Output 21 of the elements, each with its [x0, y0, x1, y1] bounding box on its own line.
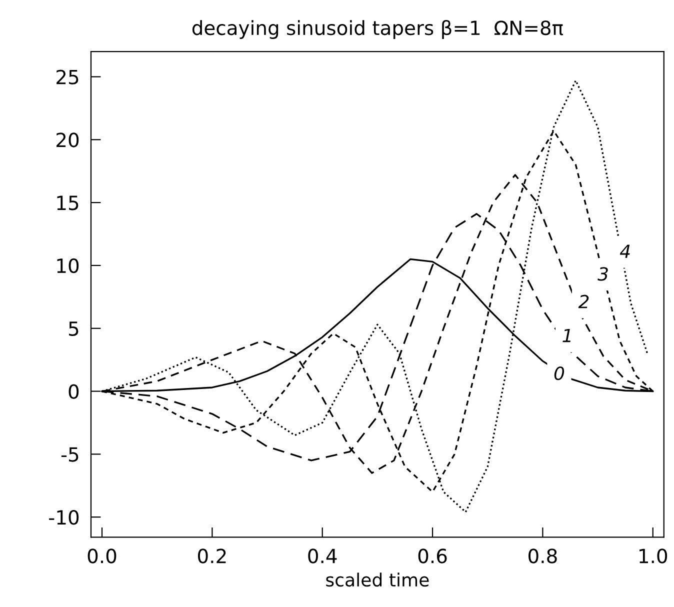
y-tick-label: 15: [57, 196, 78, 210]
annotation: 3: [598, 267, 608, 281]
x-tick-label: 0.4: [308, 548, 337, 564]
annotation: 4: [620, 244, 630, 258]
y-tick-label: 25: [56, 70, 78, 84]
y-tick-label: -5: [61, 447, 78, 462]
x-tick-label: 0.6: [418, 548, 447, 564]
x-tick-label: 1.0: [640, 548, 668, 564]
y-tick-label: 20: [56, 132, 79, 148]
x-tick-label: 0.8: [528, 548, 557, 564]
y-tick-label: 10: [57, 258, 79, 274]
chart-title: decaying sinusoid tapers β=1 ΩN=8π: [192, 20, 563, 39]
x-tick-label: 0.0: [88, 548, 116, 564]
annotation: 0: [554, 366, 564, 380]
y-tick-label: 0: [68, 384, 79, 399]
x-axis-title: scaled time: [326, 572, 429, 587]
y-tick-label: 5: [69, 322, 78, 336]
annotation: 1: [562, 328, 570, 342]
y-tick-label: -10: [49, 510, 79, 525]
x-tick-label: 0.2: [198, 548, 226, 564]
annotation: 2: [578, 294, 589, 308]
